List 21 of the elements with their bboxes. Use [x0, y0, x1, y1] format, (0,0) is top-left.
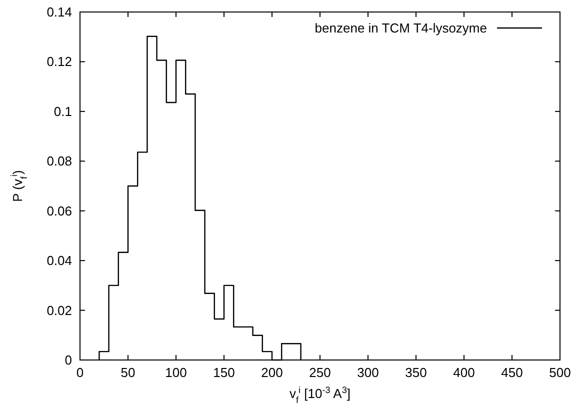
y-tick-label: 0.04	[46, 253, 72, 268]
y-tick-label: 0.14	[46, 4, 72, 20]
x-tick-label: 150	[213, 365, 235, 380]
y-tick-label: 0	[64, 352, 72, 368]
y-tick-label: 0.02	[46, 302, 72, 318]
y-tick-label: 0.08	[46, 154, 72, 169]
x-tick-label: 0	[76, 365, 84, 380]
x-tick-label: 200	[261, 365, 283, 380]
x-axis-title: v$_{f}$$^{i}$ [10$^{-3}$ A$^{3}$]	[289, 385, 351, 405]
x-tick-label: 500	[549, 365, 571, 380]
y-tick-label: 0.06	[46, 203, 72, 218]
x-tick-label: 450	[501, 365, 523, 380]
x-tick-label: 50	[120, 365, 136, 380]
y-tick-label: 0.12	[46, 54, 72, 70]
y-tick-label: 0.1	[54, 104, 72, 119]
legend-label: benzene in TCM T4-lysozyme	[314, 20, 487, 36]
x-tick-label: 400	[453, 365, 475, 380]
x-tick-label: 250	[309, 365, 331, 380]
x-tick-label: 100	[165, 365, 187, 380]
x-tick-label: 350	[405, 365, 427, 380]
x-tick-label: 300	[357, 365, 379, 380]
